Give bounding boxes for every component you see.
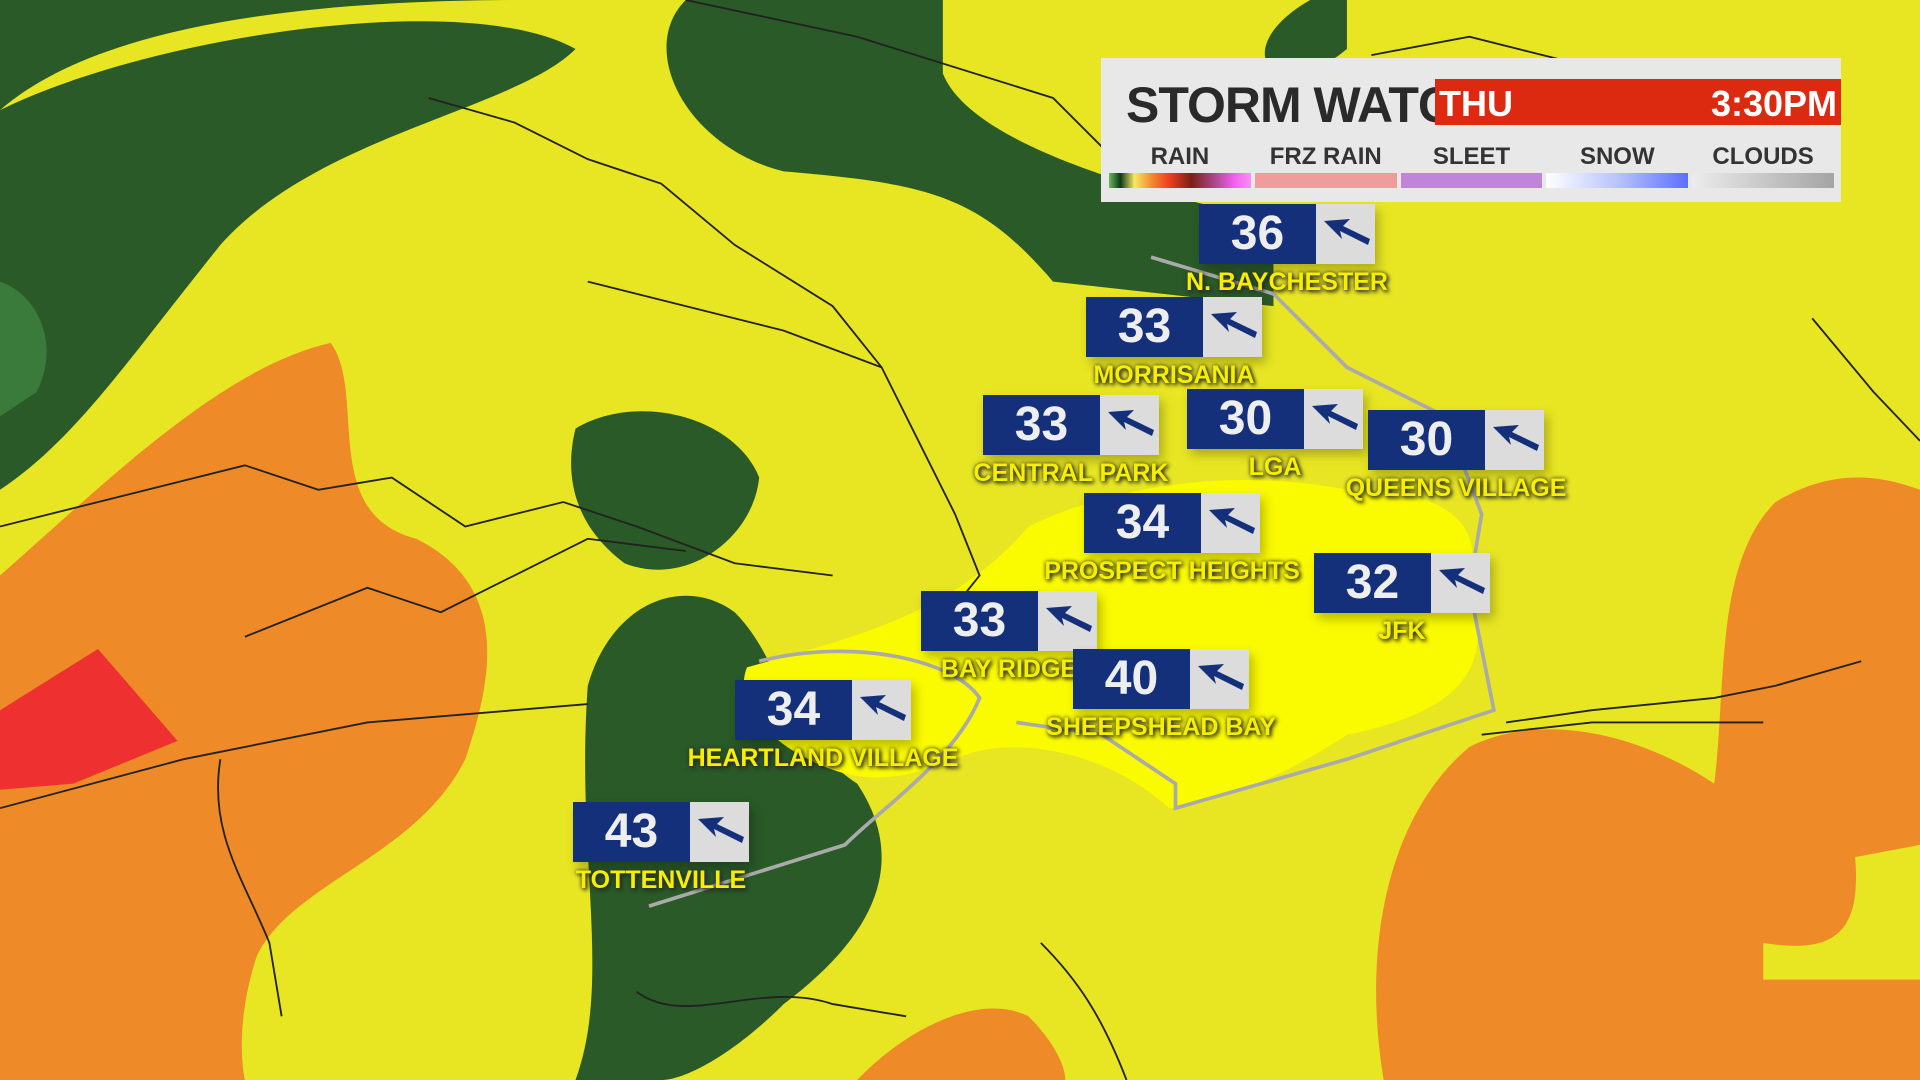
wind-direction: [1304, 389, 1363, 449]
arrow-northwest-icon: [1045, 606, 1092, 632]
station-name: HEARTLAND VILLAGE: [687, 744, 959, 772]
arrow-northwest-icon: [1323, 219, 1370, 245]
wind-direction: [1485, 410, 1544, 470]
legend-snow: SNOW: [1546, 143, 1689, 188]
precip-legend: RAIN FRZ RAIN SLEET SNOW CLOUDS: [1109, 143, 1834, 188]
temperature-value: 36: [1199, 204, 1316, 264]
legend-label: RAIN: [1150, 143, 1210, 170]
wind-direction: [1201, 493, 1260, 553]
arrow-northwest-icon: [1107, 410, 1154, 436]
station-box: 43: [573, 802, 749, 862]
rain-area-dark-green-west: [0, 21, 576, 490]
time-label: 3:30PM: [1710, 83, 1837, 124]
day-label: THU: [1439, 83, 1513, 124]
rain-area-orange-south: [857, 1008, 1066, 1080]
temperature-value: 32: [1314, 553, 1431, 613]
station-marker: 36 N. BAYCHESTER: [1186, 204, 1388, 296]
wind-direction: [1316, 204, 1375, 264]
station-marker: 40 SHEEPSHEAD BAY: [1046, 649, 1276, 741]
wind-direction: [852, 680, 911, 740]
station-box: 30: [1368, 410, 1544, 470]
rain-area-orange-east: [1376, 477, 1920, 1080]
rain-area-green: [0, 281, 47, 417]
legend-clouds: CLOUDS: [1692, 143, 1834, 188]
station-name: MORRISANIA: [1093, 361, 1255, 389]
arrow-northwest-icon: [1438, 568, 1485, 594]
station-marker: 33 BAY RIDGE: [921, 591, 1097, 683]
station-name: BAY RIDGE: [940, 655, 1078, 683]
station-name: TOTTENVILLE: [575, 866, 747, 894]
temperature-value: 30: [1368, 410, 1485, 470]
wind-direction: [1038, 591, 1097, 651]
legend-frz-rain: FRZ RAIN: [1254, 143, 1397, 188]
station-marker: 30 LGA: [1187, 389, 1363, 481]
station-name: SHEEPSHEAD BAY: [1046, 713, 1276, 741]
wind-direction: [1190, 649, 1249, 709]
arrow-northwest-icon: [1208, 508, 1255, 534]
station-marker: 33 MORRISANIA: [1086, 297, 1262, 389]
station-box: 40: [1073, 649, 1249, 709]
panel-title: STORM WATCH: [1126, 77, 1489, 133]
temperature-value: 33: [983, 395, 1100, 455]
station-name: JFK: [1378, 617, 1426, 645]
legend-sleet: SLEET: [1400, 143, 1543, 188]
temperature-value: 43: [573, 802, 690, 862]
rain-area-yellow-east: [1763, 844, 1920, 980]
station-box: 34: [1084, 493, 1260, 553]
legend-swatch: [1546, 173, 1689, 188]
rain-area-red: [0, 648, 178, 790]
arrow-northwest-icon: [697, 817, 744, 843]
time-badge: THU 3:30PM: [1435, 79, 1841, 125]
station-name: CENTRAL PARK: [973, 459, 1169, 487]
station-marker: 43 TOTTENVILLE: [573, 802, 749, 894]
temperature-value: 40: [1073, 649, 1190, 709]
legend-rain: RAIN: [1109, 143, 1251, 188]
wind-direction: [1431, 553, 1490, 613]
rain-area-dark-green-center: [571, 411, 760, 570]
legend-label: CLOUDS: [1712, 143, 1814, 170]
legend-swatch: [1692, 173, 1834, 188]
station-box: 32: [1314, 553, 1490, 613]
temperature-value: 33: [1086, 297, 1203, 357]
arrow-northwest-icon: [1197, 664, 1244, 690]
wind-direction: [1100, 395, 1159, 455]
station-marker: 32 JFK: [1314, 553, 1490, 645]
station-marker: 34 HEARTLAND VILLAGE: [688, 680, 958, 772]
station-name: PROSPECT HEIGHTS: [1044, 557, 1300, 585]
arrow-northwest-icon: [1311, 404, 1358, 430]
station-name: N. BAYCHESTER: [1186, 268, 1388, 296]
wind-direction: [690, 802, 749, 862]
station-box: 33: [1086, 297, 1262, 357]
legend-swatch: [1109, 173, 1251, 188]
legend-swatch: [1400, 173, 1543, 188]
temperature-value: 34: [735, 680, 852, 740]
temperature-value: 34: [1084, 493, 1201, 553]
temperature-value: 30: [1187, 389, 1304, 449]
station-box: 34: [735, 680, 911, 740]
station-name: LGA: [1248, 453, 1302, 481]
station-box: 30: [1187, 389, 1363, 449]
storm-watch-panel: STORM WATCH THU 3:30PM RAIN FRZ RAIN SLE…: [1101, 58, 1841, 202]
legend-swatch: [1254, 173, 1397, 188]
rain-area-dark-green-north: [0, 0, 1347, 307]
arrow-northwest-icon: [1210, 312, 1257, 338]
station-box: 36: [1199, 204, 1375, 264]
station-marker: 34 PROSPECT HEIGHTS: [1044, 493, 1300, 585]
heavy-rain-area-nyc: [743, 479, 1478, 809]
legend-label: SNOW: [1579, 143, 1655, 170]
nyc-borough-outlines: [648, 255, 1496, 908]
station-marker: 30 QUEENS VILLAGE: [1346, 410, 1566, 502]
station-box: 33: [921, 591, 1097, 651]
wind-direction: [1203, 297, 1262, 357]
arrow-northwest-icon: [859, 695, 906, 721]
station-box: 33: [983, 395, 1159, 455]
rain-area-orange-west: [0, 342, 488, 1080]
legend-label: FRZ RAIN: [1269, 143, 1382, 170]
station-name: QUEENS VILLAGE: [1345, 474, 1567, 502]
temperature-value: 33: [921, 591, 1038, 651]
station-marker: 33 CENTRAL PARK: [974, 395, 1168, 487]
arrow-northwest-icon: [1492, 425, 1539, 451]
legend-label: SLEET: [1432, 143, 1511, 170]
